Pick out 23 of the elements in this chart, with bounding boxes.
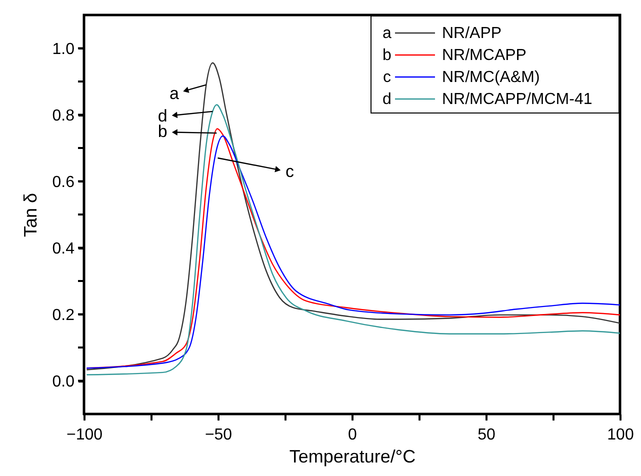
text: b: [382, 47, 392, 64]
text: a: [382, 25, 392, 42]
text: c: [383, 69, 391, 86]
x-tick-label: −50: [204, 426, 232, 444]
y-tick-label: 0.4: [52, 240, 75, 258]
legend-label: NR/APP: [442, 25, 502, 42]
y-tick-label: 0.2: [52, 306, 75, 324]
legend-label: NR/MCAPP/MCM-41: [442, 91, 592, 108]
x-tick-label: 0: [348, 426, 358, 444]
legend-label: NR/MC(A&M): [442, 69, 540, 86]
x-tick-label: 100: [607, 426, 634, 444]
x-tick-label: 50: [478, 426, 496, 444]
y-tick-label: 0.8: [52, 107, 75, 124]
legend-label: NR/MCAPP: [442, 47, 526, 64]
y-tick-label: 1.0: [52, 40, 75, 58]
y-tick-label: 0.6: [52, 174, 75, 191]
x-axis-title: Temperature/°C: [289, 446, 416, 466]
x-tick-label: −100: [66, 426, 103, 444]
text: d: [382, 91, 392, 108]
annotation: c: [285, 162, 294, 181]
y-axis-title: Tan δ: [20, 192, 40, 238]
annotation: a: [169, 84, 180, 103]
y-tick-label: 0.0: [52, 373, 75, 390]
